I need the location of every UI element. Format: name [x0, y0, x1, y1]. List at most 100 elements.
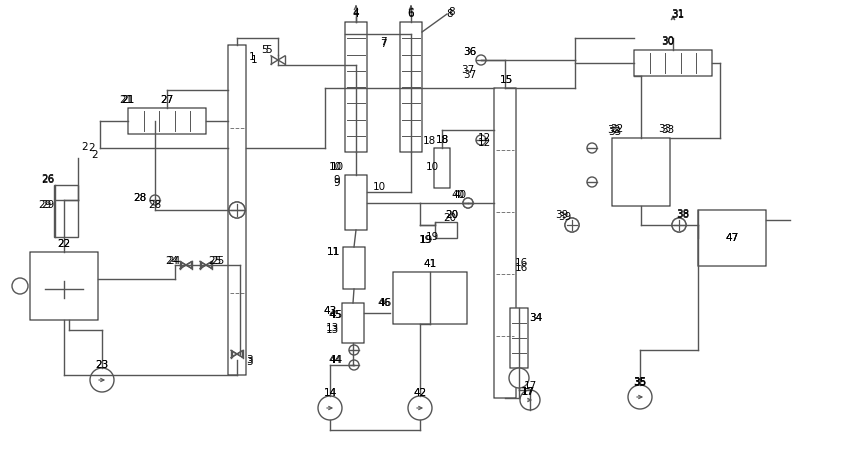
Text: 15: 15 [499, 75, 512, 85]
Circle shape [463, 198, 473, 208]
FancyBboxPatch shape [698, 210, 766, 266]
Text: 5: 5 [264, 45, 271, 55]
FancyBboxPatch shape [510, 308, 528, 368]
Text: 35: 35 [633, 377, 647, 387]
FancyBboxPatch shape [128, 108, 206, 134]
Text: 30: 30 [662, 36, 674, 46]
FancyBboxPatch shape [494, 88, 516, 398]
Text: 38: 38 [676, 209, 690, 219]
Text: 29: 29 [39, 200, 51, 210]
Text: 6: 6 [408, 9, 414, 19]
Text: 35: 35 [633, 377, 647, 387]
Text: 39: 39 [559, 212, 571, 222]
Circle shape [587, 143, 597, 153]
Text: 18: 18 [435, 135, 449, 145]
Text: 18: 18 [422, 136, 436, 146]
FancyBboxPatch shape [400, 22, 422, 152]
Text: 4: 4 [353, 8, 360, 18]
Text: 31: 31 [671, 10, 685, 20]
Text: 1: 1 [249, 52, 256, 62]
Text: 40: 40 [451, 190, 464, 200]
Text: 33: 33 [608, 127, 622, 137]
Circle shape [463, 198, 473, 208]
Text: 10: 10 [372, 182, 385, 192]
Text: 30: 30 [662, 37, 674, 47]
Text: 46: 46 [378, 298, 390, 308]
Text: 37: 37 [463, 70, 477, 80]
Text: 44: 44 [329, 355, 342, 365]
Text: 47: 47 [725, 233, 739, 243]
Text: 47: 47 [725, 233, 739, 243]
FancyBboxPatch shape [393, 272, 467, 324]
Text: 46: 46 [378, 298, 391, 308]
Text: 16: 16 [515, 263, 528, 273]
Text: 25: 25 [208, 256, 221, 266]
Text: 3: 3 [245, 357, 252, 367]
Text: 21: 21 [121, 95, 135, 105]
Text: 21: 21 [121, 95, 135, 105]
Text: 43: 43 [323, 306, 336, 316]
Text: 41: 41 [423, 259, 437, 269]
Text: 14: 14 [323, 388, 336, 398]
FancyBboxPatch shape [342, 303, 364, 343]
Text: 25: 25 [211, 256, 225, 266]
Text: 11: 11 [326, 247, 340, 257]
Text: 36: 36 [463, 47, 477, 57]
Circle shape [587, 177, 597, 187]
Circle shape [349, 360, 359, 370]
Text: 28: 28 [133, 193, 147, 203]
Text: 11: 11 [326, 247, 340, 257]
Text: 19: 19 [426, 232, 438, 242]
Text: 13: 13 [325, 325, 339, 335]
Text: 10: 10 [426, 162, 438, 172]
Bar [54, 185, 78, 237]
Text: 17: 17 [520, 387, 534, 397]
Text: 36: 36 [463, 47, 477, 57]
Text: 32: 32 [607, 125, 620, 135]
Text: 31: 31 [671, 9, 685, 19]
Text: 39: 39 [555, 210, 569, 220]
FancyBboxPatch shape [228, 45, 246, 375]
Circle shape [12, 278, 28, 294]
Text: 34: 34 [529, 313, 542, 323]
Text: 33: 33 [662, 125, 674, 135]
Text: 7: 7 [380, 37, 387, 47]
Text: 28: 28 [148, 200, 161, 210]
Text: 22: 22 [57, 239, 70, 249]
Text: 1: 1 [251, 55, 257, 65]
Circle shape [672, 218, 686, 232]
Text: 5: 5 [261, 45, 268, 55]
FancyBboxPatch shape [345, 175, 367, 230]
FancyBboxPatch shape [634, 50, 712, 76]
Text: 35: 35 [633, 378, 647, 388]
Text: 44: 44 [329, 355, 341, 365]
Text: 42: 42 [414, 388, 426, 398]
Text: 29: 29 [41, 200, 55, 210]
Text: 43: 43 [323, 306, 336, 316]
Text: 19: 19 [419, 235, 432, 245]
Text: 3: 3 [245, 355, 252, 365]
Text: 27: 27 [160, 95, 173, 105]
Text: 45: 45 [329, 310, 341, 320]
Text: 9: 9 [334, 175, 341, 185]
Circle shape [318, 396, 342, 420]
Circle shape [150, 195, 160, 205]
Circle shape [90, 368, 114, 392]
FancyBboxPatch shape [434, 148, 450, 188]
Text: 47: 47 [725, 233, 739, 243]
FancyBboxPatch shape [343, 247, 365, 289]
Text: 28: 28 [133, 193, 147, 203]
Text: 23: 23 [95, 360, 109, 370]
Text: 33: 33 [658, 124, 672, 134]
Circle shape [476, 55, 486, 65]
Circle shape [349, 345, 359, 355]
FancyBboxPatch shape [612, 138, 670, 206]
Text: 12: 12 [477, 133, 491, 143]
Text: 7: 7 [380, 39, 387, 49]
Text: 2: 2 [92, 150, 99, 160]
Text: 42: 42 [414, 388, 426, 398]
Text: 38: 38 [676, 210, 690, 220]
Text: 22: 22 [57, 239, 70, 249]
Text: 20: 20 [444, 213, 456, 223]
Text: 27: 27 [160, 95, 173, 105]
